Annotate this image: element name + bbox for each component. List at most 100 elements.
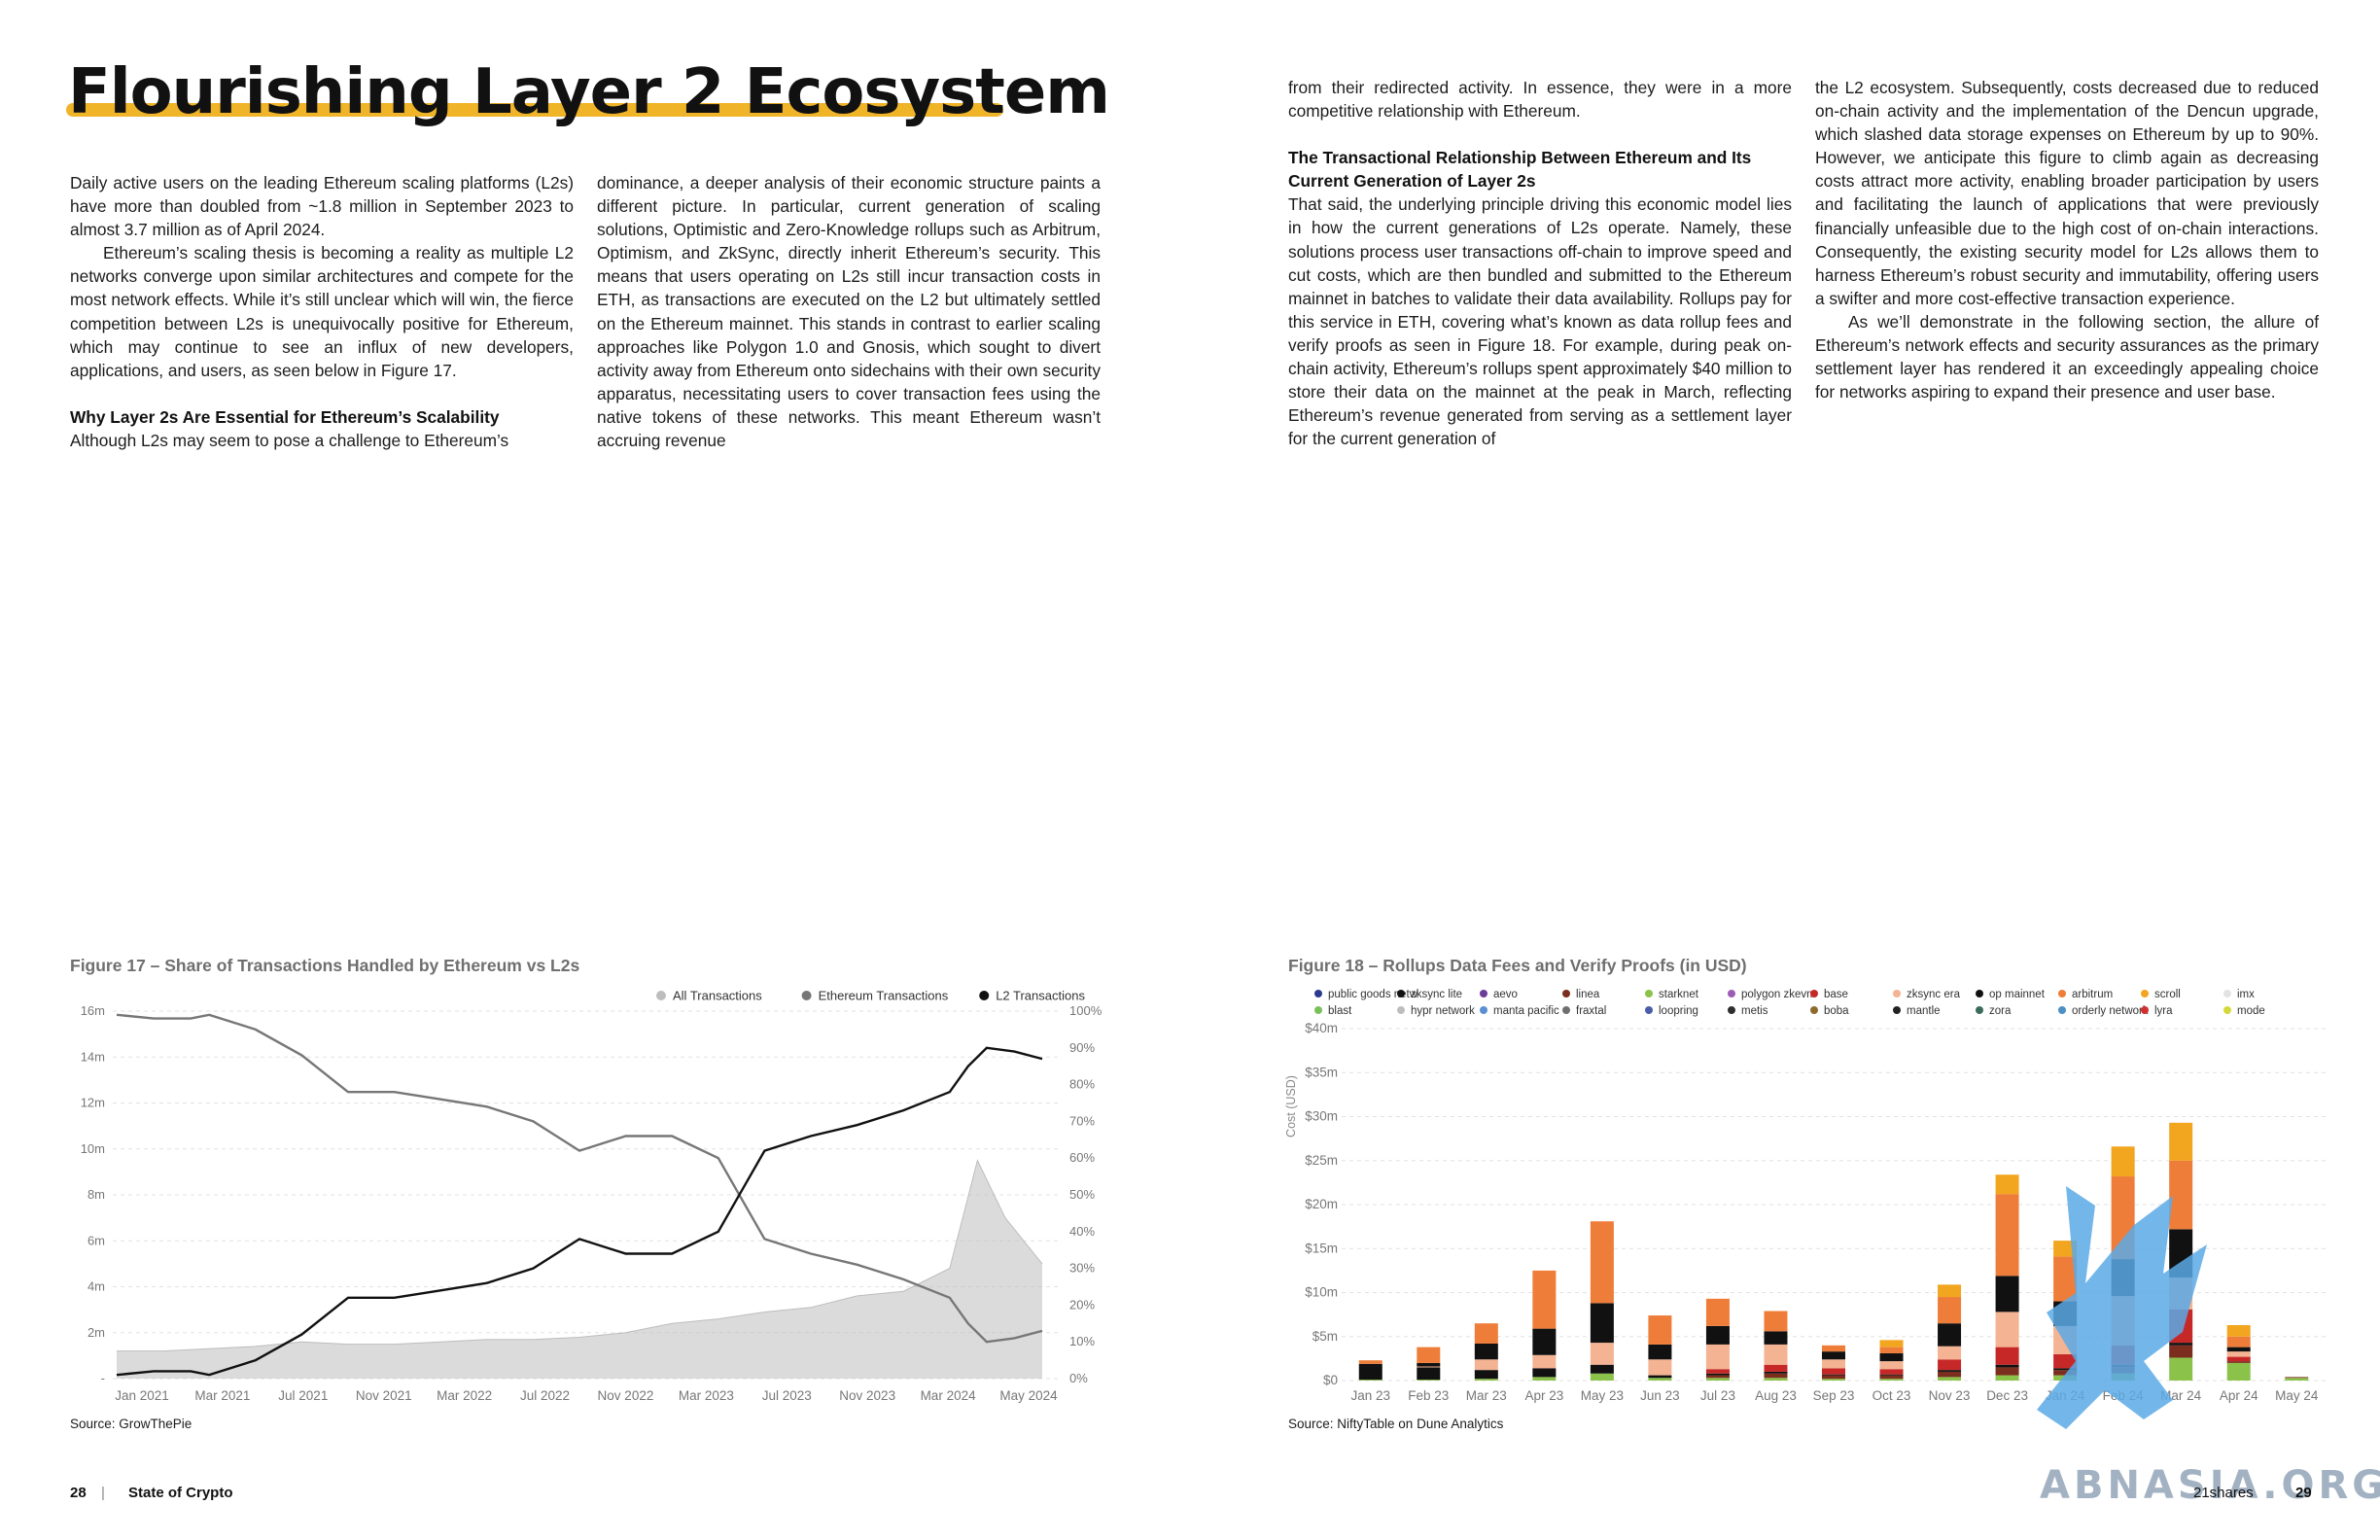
bar-segment bbox=[2169, 1343, 2193, 1346]
bar-segment bbox=[1879, 1369, 1904, 1375]
x-tick-label: Nov 23 bbox=[1929, 1388, 1971, 1403]
legend-label: zksync era bbox=[1907, 989, 1961, 1000]
paragraph: from their redirected activity. In essen… bbox=[1288, 78, 1792, 122]
x-tick-label: May 23 bbox=[1581, 1388, 1624, 1403]
bar-segment bbox=[1705, 1375, 1730, 1379]
y-tick-label: $15m bbox=[1305, 1241, 1338, 1255]
legend-marker bbox=[979, 991, 990, 1000]
y2-tick-label: 90% bbox=[1069, 1040, 1095, 1055]
y-tick-label: $30m bbox=[1305, 1109, 1338, 1124]
bar-segment bbox=[2053, 1256, 2078, 1302]
legend-label: polygon zkevm bbox=[1741, 989, 1816, 1000]
bar-segment bbox=[1474, 1323, 1498, 1344]
y-tick-label: 12m bbox=[81, 1096, 105, 1110]
legend-label: manta pacific bbox=[1493, 1005, 1559, 1017]
bar-segment bbox=[1705, 1369, 1730, 1374]
legend-label: starknet bbox=[1659, 989, 1699, 1000]
bar-segment bbox=[1764, 1378, 1788, 1381]
legend-label: orderly network bbox=[2072, 1005, 2149, 1017]
legend-label: metis bbox=[1741, 1005, 1768, 1017]
x-tick-label: Mar 2024 bbox=[921, 1388, 977, 1403]
bar-segment bbox=[2226, 1347, 2251, 1352]
bar-segment bbox=[1938, 1359, 1962, 1371]
legend-marker bbox=[2223, 1006, 2231, 1014]
figure-18-source: Source: NiftyTable on Dune Analytics bbox=[1288, 1417, 1504, 1431]
x-tick-label: Aug 23 bbox=[1755, 1388, 1797, 1403]
legend-marker bbox=[1314, 990, 1322, 998]
section-heading: The Transactional Relationship Between E… bbox=[1288, 148, 1752, 192]
y2-tick-label: 0% bbox=[1069, 1371, 1088, 1385]
brand-name: 21shares bbox=[2193, 1485, 2254, 1501]
text-column-3: from their redirected activity. In essen… bbox=[1288, 76, 1792, 450]
legend-marker bbox=[1976, 990, 1983, 998]
page-number-right: 29 bbox=[2295, 1485, 2312, 1501]
y-tick-label: $25m bbox=[1305, 1153, 1338, 1168]
bar-segment bbox=[1532, 1354, 1557, 1369]
bar-segment bbox=[1358, 1360, 1382, 1364]
bar-segment bbox=[2226, 1356, 2251, 1362]
bar-segment bbox=[1995, 1364, 2019, 1368]
paragraph: Daily active users on the leading Ethere… bbox=[70, 173, 574, 240]
bar-segment bbox=[1532, 1270, 1557, 1329]
bar-segment bbox=[1938, 1284, 1962, 1298]
x-tick-label: Jan 2021 bbox=[115, 1388, 169, 1403]
y-tick-label: $35m bbox=[1305, 1065, 1338, 1079]
series-area-all-transactions bbox=[117, 1160, 1042, 1379]
legend-label: L2 Transactions bbox=[996, 989, 1085, 1003]
x-tick-label: Mar 2022 bbox=[437, 1388, 492, 1403]
bar-segment bbox=[2111, 1146, 2135, 1177]
bar-segment bbox=[1879, 1374, 1904, 1376]
x-tick-label: Mar 2023 bbox=[679, 1388, 734, 1403]
bar-segment bbox=[1532, 1368, 1557, 1378]
bar-segment bbox=[1648, 1375, 1672, 1379]
legend-label: scroll bbox=[2154, 989, 2181, 1000]
text-column-1: Daily active users on the leading Ethere… bbox=[70, 171, 574, 452]
bar-segment bbox=[1590, 1303, 1614, 1344]
y2-tick-label: 70% bbox=[1069, 1113, 1095, 1128]
legend-label: lyra bbox=[2154, 1005, 2173, 1017]
bar-segment bbox=[2226, 1362, 2251, 1381]
legend-marker bbox=[1397, 1006, 1405, 1014]
x-tick-label: Nov 2022 bbox=[598, 1388, 654, 1403]
bar-segment bbox=[1474, 1370, 1498, 1380]
x-tick-label: Jun 23 bbox=[1640, 1388, 1680, 1403]
figure-17-source: Source: GrowThePie bbox=[70, 1417, 192, 1431]
y-tick-label: 6m bbox=[88, 1233, 105, 1247]
bar-segment bbox=[1764, 1364, 1788, 1372]
bar-segment bbox=[1764, 1331, 1788, 1345]
paragraph: As we’ll demonstrate in the following se… bbox=[1815, 311, 2319, 402]
bar-segment bbox=[1417, 1362, 1441, 1367]
bar-segment bbox=[1474, 1359, 1498, 1371]
bar-segment bbox=[2169, 1357, 2193, 1381]
legend-marker bbox=[1645, 1006, 1653, 1014]
y-tick-label: $10m bbox=[1305, 1285, 1338, 1300]
bar-segment bbox=[1474, 1343, 1498, 1360]
bar-segment bbox=[1532, 1377, 1557, 1381]
y2-tick-label: 100% bbox=[1069, 1003, 1102, 1018]
y2-tick-label: 30% bbox=[1069, 1261, 1095, 1276]
bar-segment bbox=[1995, 1367, 2019, 1376]
y2-tick-label: 60% bbox=[1069, 1150, 1095, 1165]
x-tick-label: Jul 2021 bbox=[278, 1388, 328, 1403]
y2-tick-label: 10% bbox=[1069, 1334, 1095, 1348]
x-tick-label: Apr 24 bbox=[2220, 1388, 2258, 1403]
legend-label: Ethereum Transactions bbox=[819, 989, 949, 1003]
paragraph: Although L2s may seem to pose a challeng… bbox=[70, 430, 509, 450]
bar-segment bbox=[1648, 1378, 1672, 1381]
bar-segment bbox=[1995, 1347, 2019, 1365]
legend-marker bbox=[1893, 990, 1901, 998]
bar-segment bbox=[1938, 1370, 1962, 1372]
y-axis-label: Cost (USD) bbox=[1284, 1075, 1298, 1138]
y-tick-label: - bbox=[101, 1371, 105, 1385]
legend-marker bbox=[2058, 990, 2066, 998]
legend-label: base bbox=[1824, 989, 1848, 1000]
legend-marker bbox=[1562, 1006, 1570, 1014]
y-tick-label: $5m bbox=[1312, 1329, 1338, 1344]
footer-separator: | bbox=[101, 1485, 105, 1501]
x-tick-label: Oct 23 bbox=[1872, 1388, 1911, 1403]
x-tick-label: Jul 2023 bbox=[762, 1388, 812, 1403]
y2-tick-label: 80% bbox=[1069, 1077, 1095, 1092]
bar-segment bbox=[2053, 1370, 2078, 1376]
x-tick-label: Sep 23 bbox=[1813, 1388, 1855, 1403]
figure-18-title: Figure 18 – Rollups Data Fees and Verify… bbox=[1288, 956, 1747, 975]
